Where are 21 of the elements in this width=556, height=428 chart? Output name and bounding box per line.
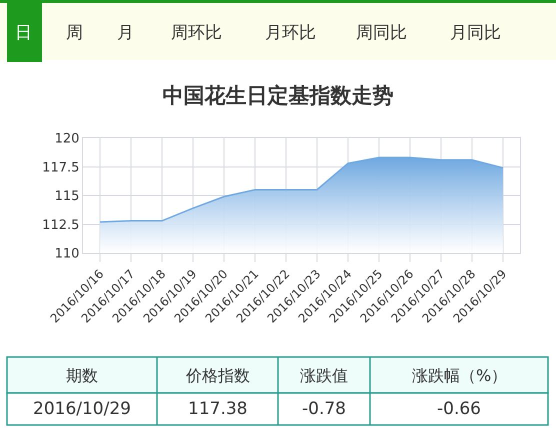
text: -0.78: [302, 399, 346, 419]
y-tick-label: 112.5: [42, 218, 80, 233]
y-tick-label: 110: [54, 246, 80, 262]
text: 117.38: [188, 399, 248, 419]
text: 周: [66, 23, 83, 43]
y-tick-label: 120: [54, 132, 80, 147]
text: 涨跌幅（%）: [412, 366, 508, 385]
text: 周同比: [356, 23, 407, 43]
chart-title: 中国花生日定基指数走势: [162, 83, 394, 108]
y-tick-label: 117.5: [42, 160, 80, 176]
text: 月: [117, 23, 134, 43]
text: 月环比: [265, 23, 316, 43]
text: 日: [15, 23, 32, 43]
text: 涨跌值: [300, 366, 348, 385]
text: 周环比: [171, 23, 222, 43]
text: 期数: [66, 366, 98, 385]
text: 价格指数: [185, 366, 250, 385]
y-tick-label: 115: [54, 189, 80, 204]
text: 月同比: [450, 23, 501, 43]
text: -0.66: [437, 399, 481, 419]
text: 2016/10/29: [33, 399, 131, 419]
